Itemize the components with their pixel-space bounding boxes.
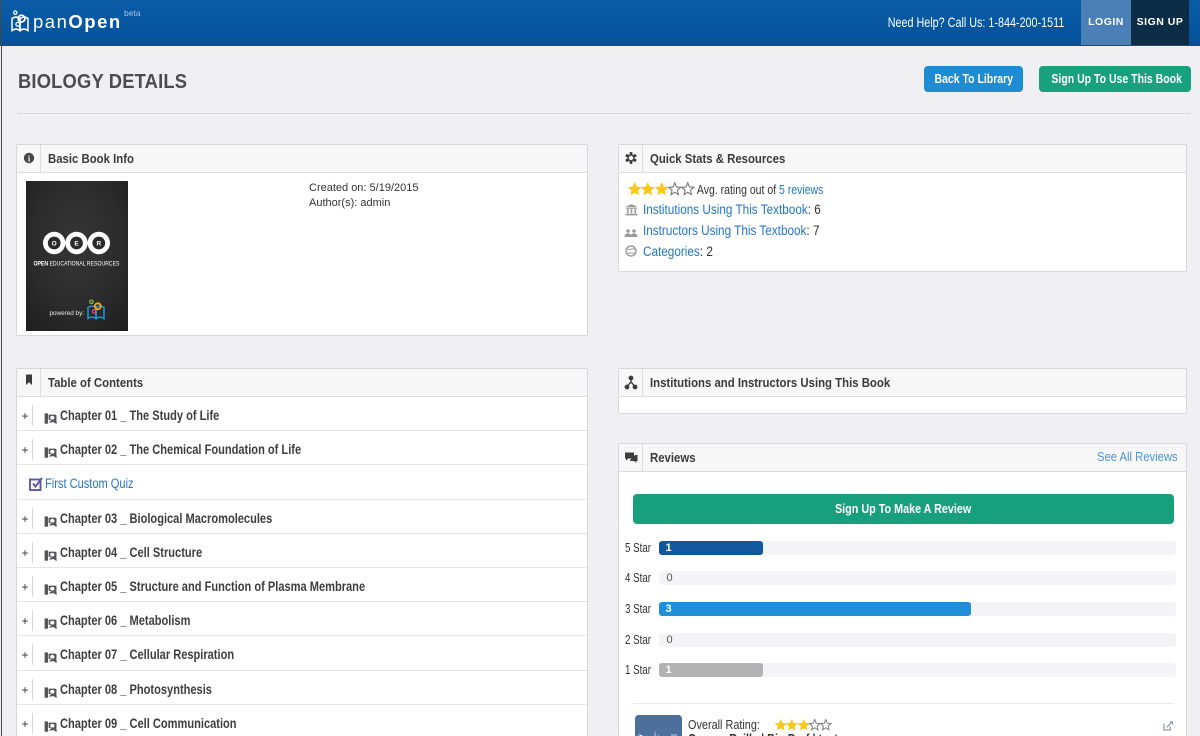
svg-text:powered by:: powered by:	[50, 310, 85, 317]
svg-text:i: i	[28, 154, 31, 164]
svg-text:R: R	[96, 241, 101, 248]
svg-text:O: O	[52, 241, 57, 248]
svg-text:E: E	[74, 241, 79, 248]
svg-text:OPEN EDUCATIONAL RESOURCES: OPEN EDUCATIONAL RESOURCES	[34, 261, 120, 268]
